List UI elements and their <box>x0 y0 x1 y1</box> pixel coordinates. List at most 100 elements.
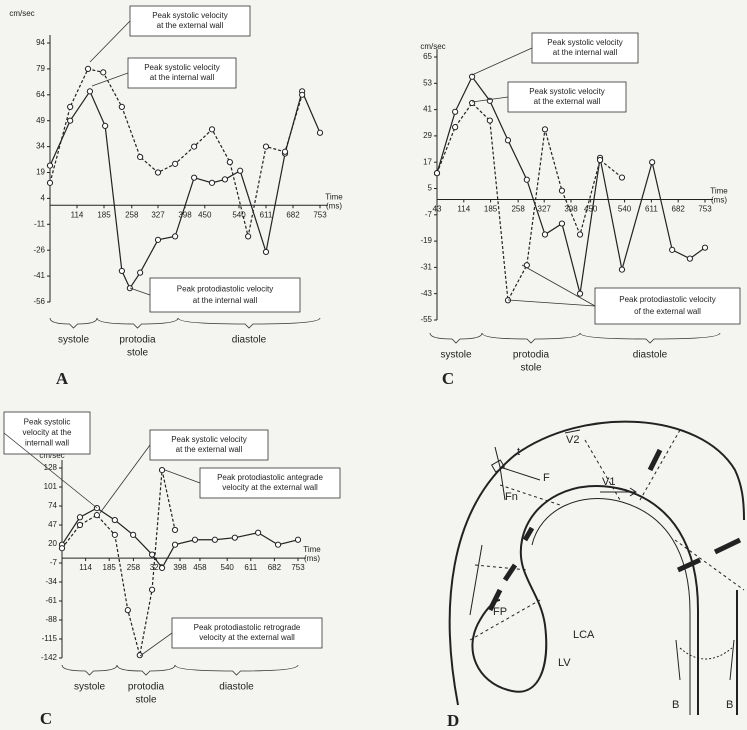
leader-line <box>508 300 595 306</box>
point <box>222 177 227 182</box>
point <box>173 234 178 239</box>
point <box>256 530 261 535</box>
x-tick-label: 398 <box>564 205 578 214</box>
point <box>192 144 197 149</box>
point <box>119 268 124 273</box>
point <box>619 267 624 272</box>
point <box>103 123 108 128</box>
point <box>542 127 547 132</box>
leader-line <box>165 470 200 483</box>
phase-label: diastole <box>232 335 267 346</box>
arrow <box>676 640 680 680</box>
point <box>112 517 117 522</box>
annotation: Peak protodiastolic antegrade <box>217 473 323 482</box>
x-tick-label: 682 <box>672 205 686 214</box>
x-tick-label: 611 <box>645 205 658 214</box>
point <box>687 256 692 261</box>
point <box>192 175 197 180</box>
point <box>317 130 322 135</box>
point <box>87 89 92 94</box>
annotation: internall wall <box>25 439 69 448</box>
arrow <box>500 467 540 480</box>
bar <box>505 565 515 580</box>
point <box>155 170 160 175</box>
annotation: at the internal wall <box>553 48 618 57</box>
point <box>275 542 280 547</box>
point <box>542 232 547 237</box>
x-tick-label: 258 <box>511 205 525 214</box>
x-tick-label: 753 <box>698 205 712 214</box>
x-tick-label: 327 <box>538 205 552 214</box>
point <box>524 177 529 182</box>
point <box>68 104 73 109</box>
x-axis-label: (ms) <box>326 201 342 210</box>
point <box>138 154 143 159</box>
point <box>192 537 197 542</box>
x-tick-label: 682 <box>268 563 282 572</box>
point <box>263 144 268 149</box>
label: t <box>517 446 520 458</box>
x-axis-label: (ms) <box>711 196 727 205</box>
point <box>77 522 82 527</box>
bar <box>678 560 700 570</box>
y-tick-label: 53 <box>423 78 432 87</box>
point <box>209 180 214 185</box>
point <box>487 118 492 123</box>
phase-label: protodia <box>513 350 550 361</box>
x-tick-label: 398 <box>173 563 187 572</box>
y-axis-label: cm/sec <box>9 9 34 18</box>
phase-bracket <box>97 318 178 328</box>
y-tick-label: 20 <box>48 539 57 548</box>
y-tick-label: 34 <box>36 142 45 151</box>
point <box>59 546 64 551</box>
y-tick-label: -41 <box>33 271 45 280</box>
point <box>282 149 287 154</box>
point <box>577 232 582 237</box>
annotation: Peak protodiastolic retrograde <box>194 623 301 632</box>
point <box>149 552 154 557</box>
y-tick-label: 101 <box>44 482 58 491</box>
phase-bracket <box>62 665 117 675</box>
x-tick-label: 185 <box>97 210 111 219</box>
arrow <box>730 640 734 680</box>
annotation: Peak protodiastolic velocity <box>177 284 274 293</box>
leader-line <box>90 21 130 62</box>
x-tick-label: 611 <box>260 210 273 219</box>
section-line <box>585 440 620 500</box>
x-tick-label: 753 <box>313 210 327 219</box>
chart: cm/secTime(ms)128101744720-7-34-61-88-11… <box>4 412 340 728</box>
label: Fn <box>505 491 518 503</box>
point <box>650 160 655 165</box>
point <box>85 66 90 71</box>
annotation-box <box>595 288 740 324</box>
point <box>125 608 130 613</box>
inner-arch-2 <box>532 499 690 715</box>
point <box>238 168 243 173</box>
point <box>263 249 268 254</box>
x-tick-label: 450 <box>198 210 212 219</box>
point <box>47 180 52 185</box>
x-axis-label: (ms) <box>304 554 320 563</box>
annotation: Peak systolic velocity <box>529 87 605 96</box>
annotation: velocity at the external wall <box>222 483 318 492</box>
annotation: velocity at the <box>23 428 72 437</box>
y-tick-label: -26 <box>33 245 45 254</box>
x-tick-label: 327 <box>151 210 165 219</box>
y-axis-label: cm/sec <box>420 42 445 51</box>
y-tick-label: -43 <box>420 289 432 298</box>
label: LCA <box>573 629 595 641</box>
annotation: at the external wall <box>176 445 243 454</box>
point <box>670 247 675 252</box>
section-line <box>475 565 528 570</box>
y-tick-label: 41 <box>423 105 432 114</box>
arrow <box>470 545 482 615</box>
panel-label: C <box>40 709 52 728</box>
annotation: Peak systolic velocity <box>171 435 247 444</box>
x-tick-label: 398 <box>178 210 192 219</box>
x-tick-label: 258 <box>125 210 139 219</box>
phase-bracket <box>50 318 97 328</box>
y-tick-label: -19 <box>420 236 432 245</box>
y-tick-label: 5 <box>428 184 433 193</box>
point <box>227 160 232 165</box>
y-tick-label: -88 <box>45 615 57 624</box>
